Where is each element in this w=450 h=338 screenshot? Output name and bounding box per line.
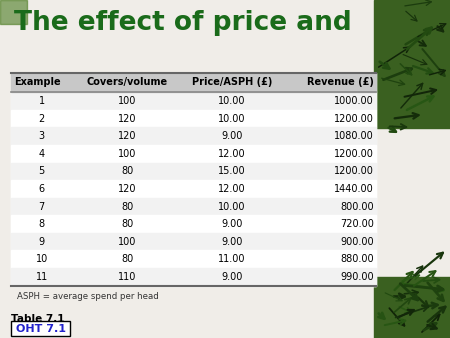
Text: 80: 80: [121, 219, 133, 229]
Bar: [11, 215, 376, 233]
Text: 10.00: 10.00: [218, 96, 246, 106]
Text: 6: 6: [39, 184, 45, 194]
Text: 100: 100: [118, 237, 136, 247]
Text: 9.00: 9.00: [221, 272, 243, 282]
Bar: [11, 73, 376, 92]
Text: 3: 3: [39, 131, 45, 141]
Text: Example: Example: [14, 77, 61, 88]
Text: 10.00: 10.00: [218, 201, 246, 212]
Text: ASPH = average spend per head: ASPH = average spend per head: [17, 292, 158, 301]
Text: 8: 8: [39, 219, 45, 229]
Text: Covers/volume: Covers/volume: [86, 77, 168, 88]
Bar: [11, 163, 376, 180]
Text: 80: 80: [121, 201, 133, 212]
Bar: [11, 110, 376, 127]
Text: 1200.00: 1200.00: [334, 166, 374, 176]
Text: 900.00: 900.00: [340, 237, 374, 247]
Bar: [11, 73, 376, 286]
Text: 1000.00: 1000.00: [334, 96, 374, 106]
Text: 9.00: 9.00: [221, 131, 243, 141]
Text: 120: 120: [118, 131, 136, 141]
Bar: [11, 233, 376, 250]
Text: 9.00: 9.00: [221, 219, 243, 229]
Bar: [11, 250, 376, 268]
Text: The effect of price and: The effect of price and: [14, 10, 351, 36]
Text: Table 7.1: Table 7.1: [11, 314, 65, 324]
Text: 11.00: 11.00: [218, 254, 246, 264]
Text: Price/ASPH (£): Price/ASPH (£): [192, 77, 272, 88]
Text: 2: 2: [39, 114, 45, 124]
Text: Revenue (£): Revenue (£): [307, 77, 374, 88]
Bar: [11, 127, 376, 145]
Text: 1200.00: 1200.00: [334, 114, 374, 124]
Text: 12.00: 12.00: [218, 184, 246, 194]
Text: 10.00: 10.00: [218, 114, 246, 124]
Text: 990.00: 990.00: [340, 272, 374, 282]
Text: 110: 110: [118, 272, 136, 282]
Bar: [11, 268, 376, 286]
Text: 880.00: 880.00: [340, 254, 374, 264]
Bar: [0, 0, 27, 24]
Text: 1: 1: [39, 96, 45, 106]
Text: 800.00: 800.00: [340, 201, 374, 212]
Text: 100: 100: [118, 96, 136, 106]
Text: 15.00: 15.00: [218, 166, 246, 176]
Bar: [11, 180, 376, 198]
Text: 7: 7: [39, 201, 45, 212]
Bar: [374, 277, 450, 338]
Bar: [374, 0, 450, 128]
Text: 1200.00: 1200.00: [334, 149, 374, 159]
Text: 4: 4: [39, 149, 45, 159]
Bar: [11, 92, 376, 110]
Text: 1080.00: 1080.00: [334, 131, 374, 141]
Text: 100: 100: [118, 149, 136, 159]
Text: 12.00: 12.00: [218, 149, 246, 159]
Text: 9: 9: [39, 237, 45, 247]
Text: 720.00: 720.00: [340, 219, 374, 229]
FancyBboxPatch shape: [11, 321, 70, 336]
Text: OHT 7.1: OHT 7.1: [15, 323, 66, 334]
Text: 120: 120: [118, 114, 136, 124]
Text: 10: 10: [36, 254, 48, 264]
Text: 120: 120: [118, 184, 136, 194]
Text: 1440.00: 1440.00: [334, 184, 374, 194]
Text: 9.00: 9.00: [221, 237, 243, 247]
Text: 80: 80: [121, 166, 133, 176]
Bar: [11, 145, 376, 163]
Bar: [11, 198, 376, 215]
Text: 5: 5: [39, 166, 45, 176]
Text: 11: 11: [36, 272, 48, 282]
Text: 80: 80: [121, 254, 133, 264]
